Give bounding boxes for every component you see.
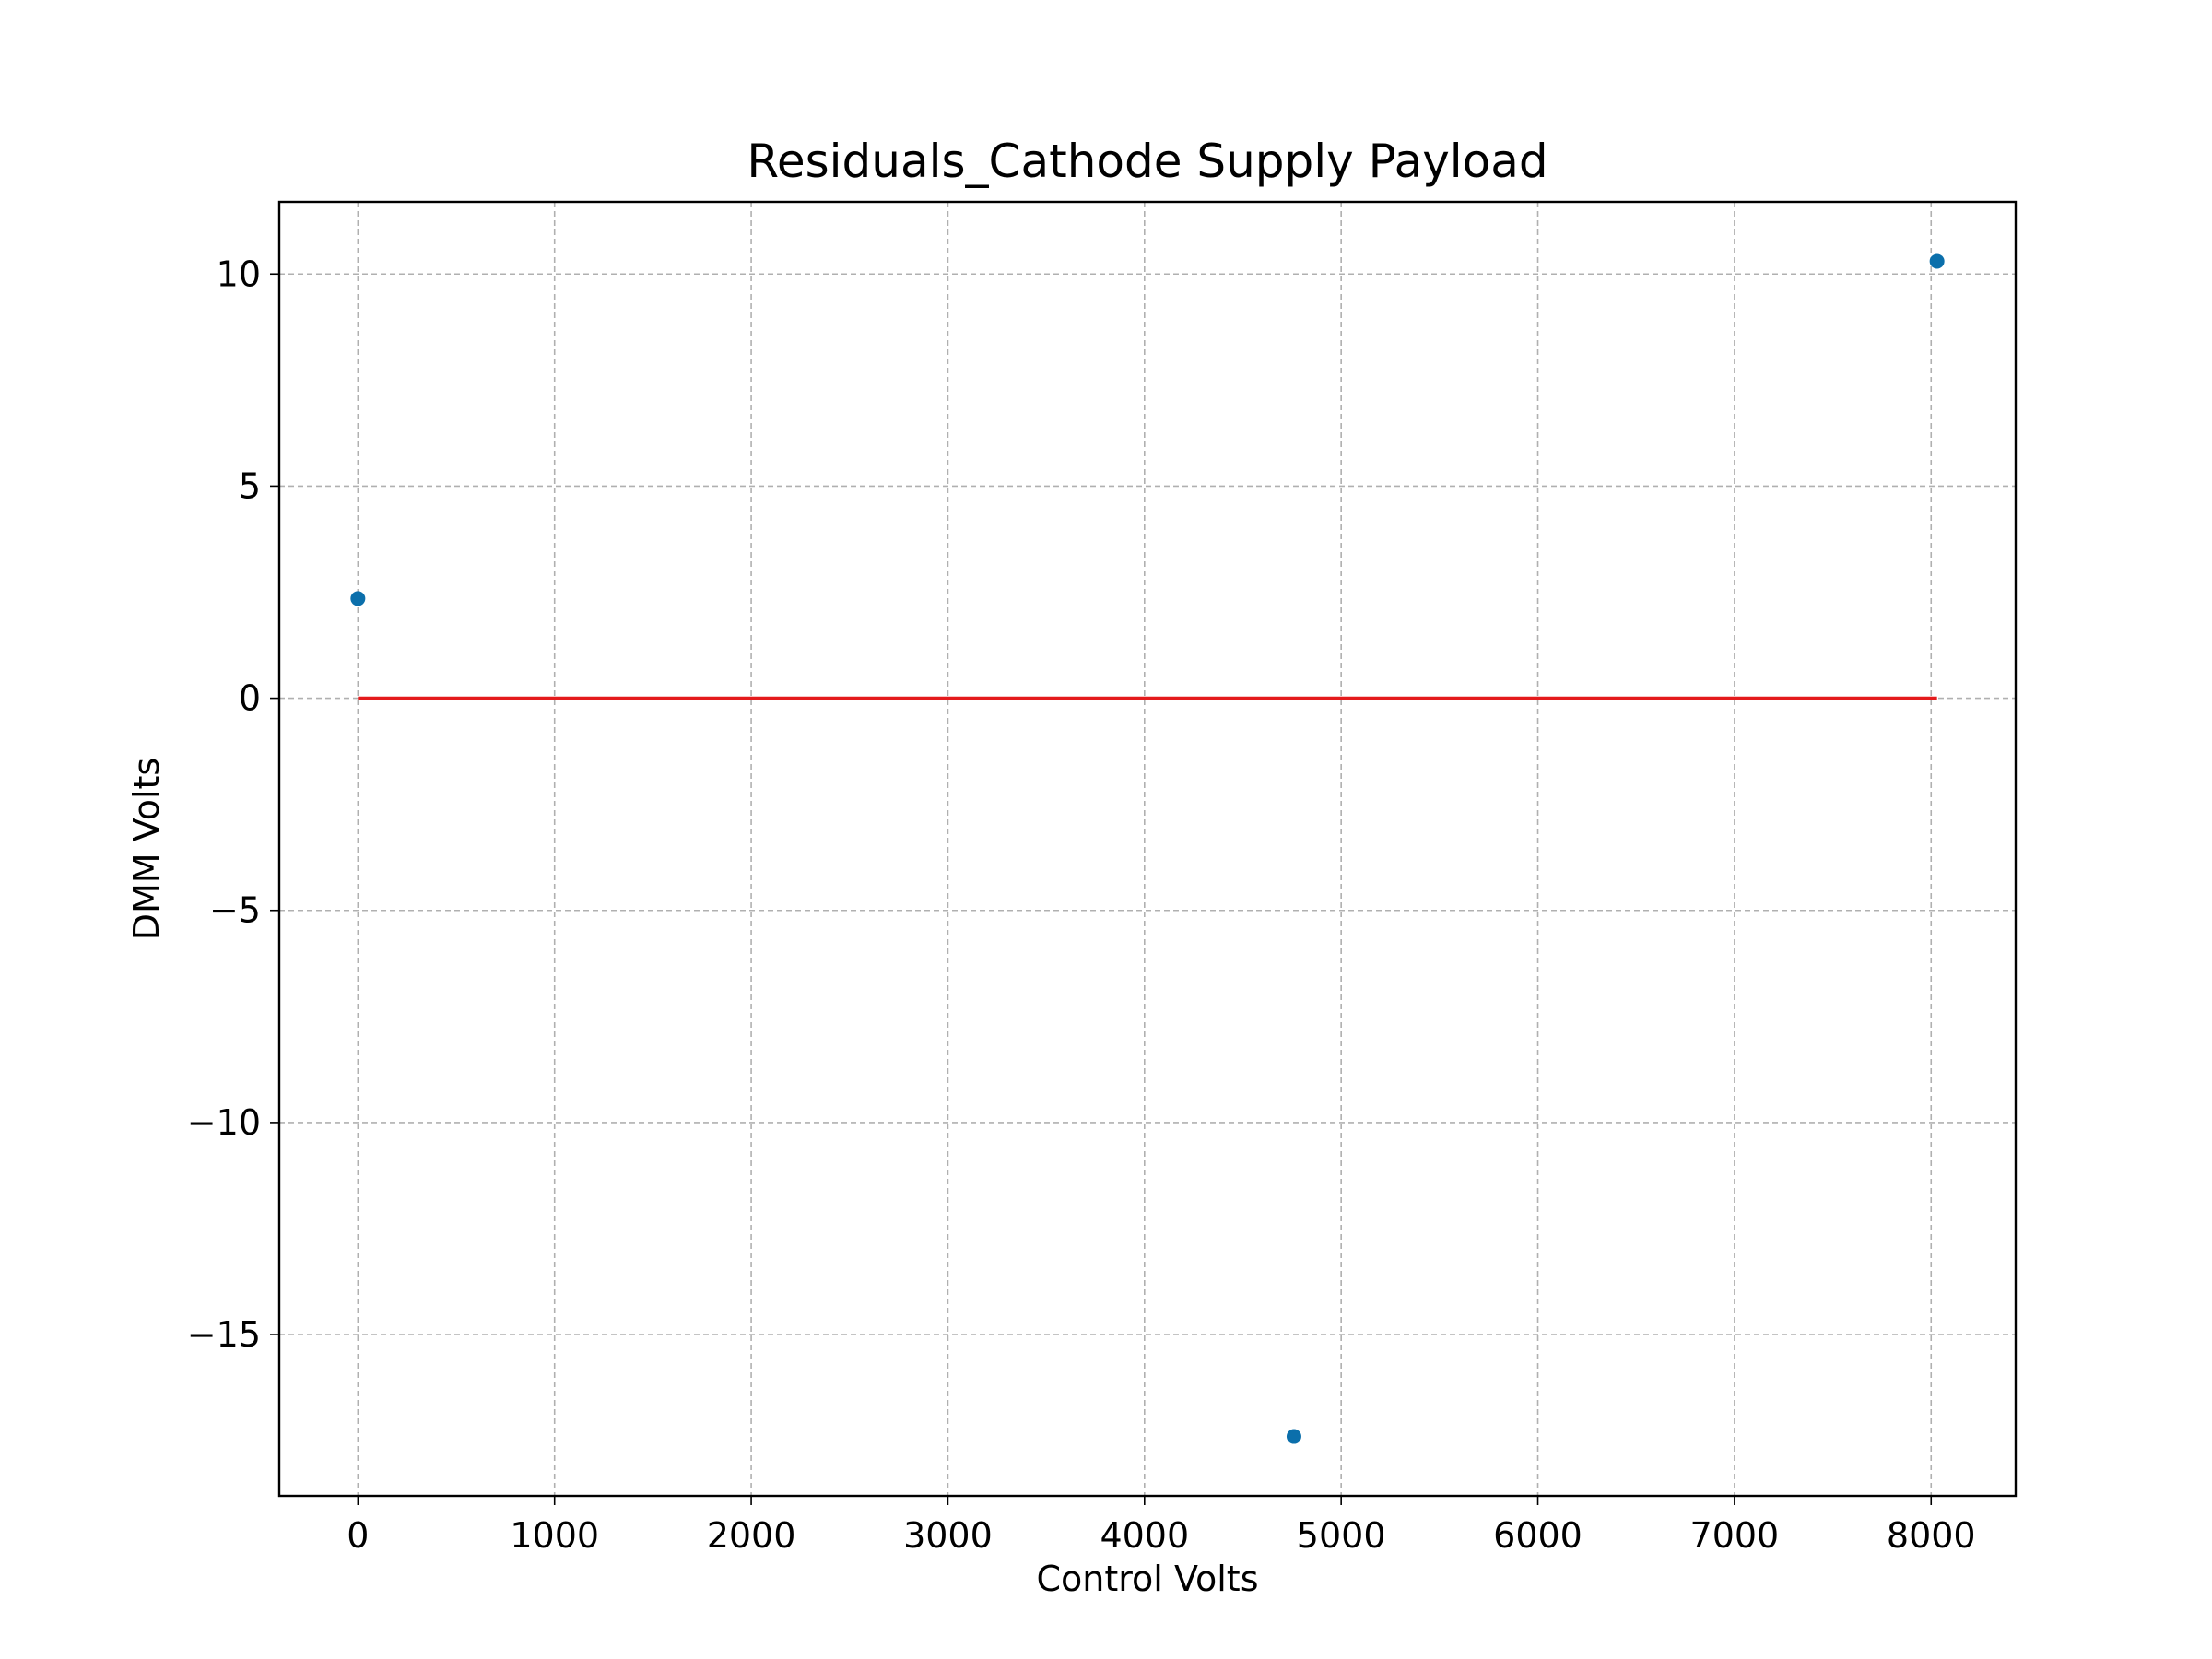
axes-frame [277,200,2018,1498]
x-tick-label: 4000 [1100,1515,1189,1556]
x-tick-label: 8000 [1887,1515,1976,1556]
x-axis-ticks: 0 1000 2000 3000 4000 5000 6000 7000 8000 [347,1496,1976,1556]
x-tick-label: 7000 [1690,1515,1780,1556]
y-tick-label: −15 [187,1314,261,1355]
data-point [1286,1429,1301,1444]
y-tick-label: 10 [217,253,261,294]
y-tick-label: 0 [239,678,261,719]
y-tick-label: −5 [209,890,261,931]
chart-title: Residuals_Cathode Supply Payload [747,135,1547,188]
x-tick-label: 3000 [903,1515,993,1556]
y-tick-label: 5 [239,465,261,506]
grid [279,202,2016,1496]
x-tick-label: 6000 [1493,1515,1583,1556]
data-point [350,591,366,606]
x-tick-label: 1000 [510,1515,599,1556]
y-axis-label: DMM Volts [126,758,167,940]
x-tick-label: 2000 [707,1515,796,1556]
y-axis-ticks: 10 5 0 −5 −10 −15 [187,253,279,1355]
x-tick-label: 0 [347,1515,369,1556]
data-point [1929,253,1945,269]
x-axis-label: Control Volts [1037,1559,1259,1599]
series-layer [350,253,1945,1444]
x-tick-label: 5000 [1297,1515,1386,1556]
y-tick-label: −10 [187,1102,261,1143]
